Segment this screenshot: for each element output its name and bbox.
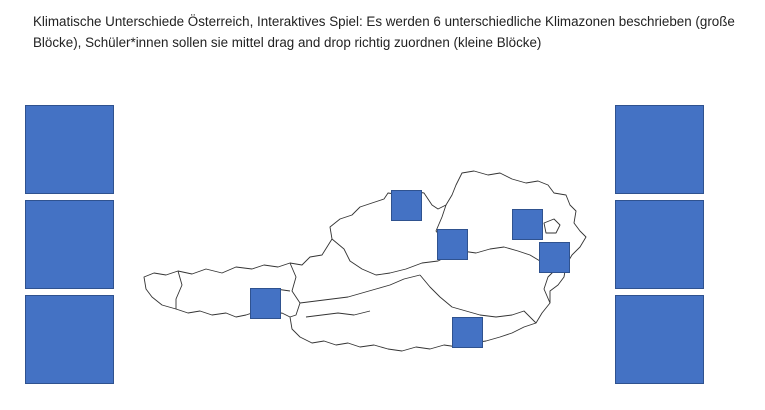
answer-block-6[interactable] [452, 317, 483, 348]
answer-block-3[interactable] [437, 229, 468, 260]
answer-block-4[interactable] [539, 242, 570, 273]
answer-block-1[interactable] [391, 190, 422, 221]
climate-zone-block-2[interactable] [25, 200, 114, 289]
answer-block-2[interactable] [512, 209, 543, 240]
climate-zone-block-6[interactable] [615, 295, 704, 384]
austria-outline [143, 170, 587, 352]
climate-zone-block-4[interactable] [615, 105, 704, 194]
austria-map [143, 170, 587, 352]
climate-zone-block-5[interactable] [615, 200, 704, 289]
instruction-text: Klimatische Unterschiede Österreich, Int… [33, 14, 735, 50]
climate-zone-block-3[interactable] [25, 295, 114, 384]
vienna-outline [543, 218, 561, 234]
climate-zone-block-1[interactable] [25, 105, 114, 194]
answer-block-5[interactable] [250, 288, 281, 319]
